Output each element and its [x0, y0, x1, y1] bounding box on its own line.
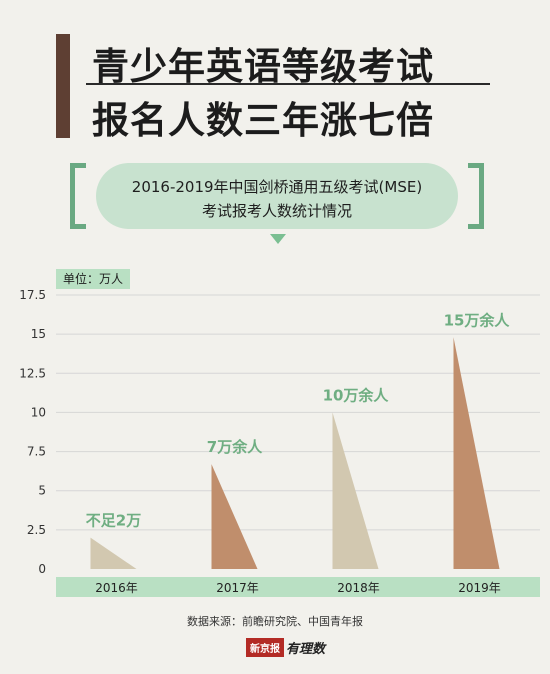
bar	[453, 337, 500, 569]
y-tick-label: 5	[38, 484, 46, 498]
data-label: 15万余人	[444, 311, 511, 329]
subtitle-bracket-left	[70, 163, 86, 229]
brand-logo: 新京报 有理数	[246, 637, 326, 657]
x-tick-label: 2016年	[95, 581, 138, 595]
x-axis-band	[56, 577, 540, 597]
x-tick-label: 2019年	[458, 581, 501, 595]
subtitle-line-1: 2016-2019年中国剑桥通用五级考试(MSE)	[131, 178, 423, 196]
x-tick-label: 2018年	[337, 581, 380, 595]
source-note: 数据来源：前瞻研究院、中国青年报	[187, 615, 363, 628]
y-tick-label: 10	[31, 405, 46, 419]
y-tick-label: 2.5	[27, 523, 46, 537]
bar	[211, 464, 258, 569]
subtitle-line-2: 考试报考人数统计情况	[201, 202, 352, 220]
brand-sub: 有理数	[286, 642, 326, 657]
subtitle-pill	[96, 163, 458, 229]
y-tick-label: 12.5	[19, 366, 46, 380]
y-tick-label: 15	[31, 327, 46, 341]
y-tick-label: 17.5	[19, 288, 46, 302]
title-line-2: 报名人数三年涨七倍	[92, 99, 434, 142]
y-tick-label: 0	[38, 562, 46, 576]
brand-name: 新京报	[246, 638, 284, 657]
data-label: 7万余人	[207, 438, 263, 456]
data-label: 10万余人	[323, 386, 390, 404]
x-tick-label: 2017年	[216, 581, 259, 595]
data-label: 不足2万	[86, 512, 141, 530]
y-tick-label: 7.5	[27, 445, 46, 459]
title-accent-bar	[56, 34, 70, 138]
subtitle-bracket-right	[468, 163, 484, 229]
bar	[90, 537, 137, 569]
subtitle-pointer	[270, 234, 286, 244]
title-divider	[86, 83, 490, 85]
bar	[332, 412, 379, 569]
title-line-1: 青少年英语等级考试	[92, 45, 434, 88]
unit-badge: 单位：万人	[56, 269, 130, 289]
